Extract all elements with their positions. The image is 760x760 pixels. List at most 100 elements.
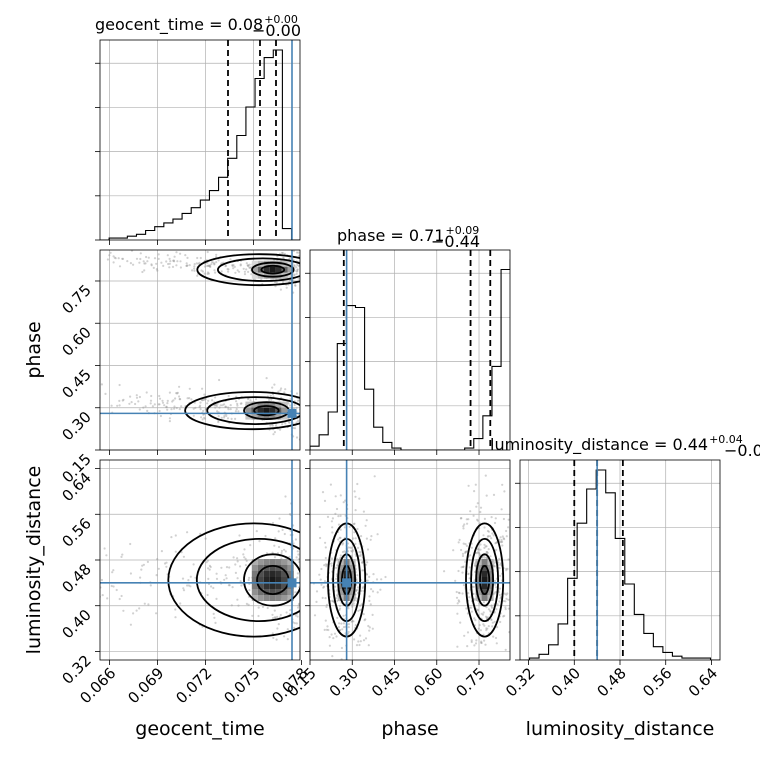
scatter-point <box>300 538 302 540</box>
scatter-point <box>86 260 88 262</box>
scatter-point <box>338 511 340 513</box>
scatter-point <box>315 612 317 614</box>
scatter-point <box>499 536 502 539</box>
density-cell <box>337 589 344 595</box>
scatter-point <box>165 561 168 564</box>
scatter-point <box>293 264 296 267</box>
scatter-point <box>306 278 308 280</box>
scatter-point <box>165 260 168 263</box>
scatter-point <box>284 495 287 498</box>
scatter-point <box>483 624 486 627</box>
scatter-point <box>476 518 479 521</box>
scatter-point <box>261 605 265 609</box>
density-cell <box>257 595 264 601</box>
scatter-point <box>213 262 216 265</box>
scatter-point <box>302 262 304 264</box>
scatter-point <box>347 630 350 634</box>
scatter-point <box>495 548 498 552</box>
scatter-point <box>456 612 459 615</box>
scatter-point <box>355 580 358 583</box>
scatter-point <box>338 557 341 560</box>
truth-marker <box>287 578 297 588</box>
scatter-point <box>146 409 149 412</box>
scatter-point <box>316 412 318 414</box>
scatter-point <box>359 634 362 637</box>
scatter-point <box>489 555 492 558</box>
scatter-point <box>232 264 235 267</box>
scatter-point <box>350 620 353 623</box>
scatter-point <box>203 416 206 419</box>
scatter-point <box>455 590 458 594</box>
scatter-point <box>155 268 158 271</box>
scatter-point <box>368 599 371 603</box>
scatter-point <box>328 272 330 274</box>
scatter-point <box>126 260 129 263</box>
scatter-point <box>354 495 357 498</box>
scatter-point <box>268 398 271 401</box>
scatter-point <box>331 531 334 534</box>
scatter-point <box>460 517 463 520</box>
scatter-point <box>212 261 215 264</box>
density-cell <box>487 577 494 583</box>
scatter-point <box>271 521 275 525</box>
scatter-point <box>485 606 488 609</box>
scatter-point <box>467 518 470 521</box>
scatter-point <box>483 546 486 550</box>
scatter-point <box>279 613 282 617</box>
scatter-point <box>300 544 302 546</box>
scatter-point <box>361 586 364 590</box>
density-cell <box>281 571 288 577</box>
scatter-point <box>467 592 470 595</box>
scatter-point <box>208 264 211 268</box>
xtick-label-luminosity_distance: 0.40 <box>548 664 584 700</box>
scatter-point <box>231 586 234 589</box>
scatter-point <box>326 396 328 398</box>
scatter-point <box>370 407 372 409</box>
scatter-point <box>312 544 314 546</box>
scatter-point <box>348 702 350 704</box>
scatter-point <box>138 236 140 238</box>
scatter-point <box>517 621 519 623</box>
density-cell <box>281 595 288 601</box>
scatter-point <box>292 426 295 430</box>
density-cell <box>257 571 264 577</box>
scatter-point <box>367 624 370 628</box>
scatter-point <box>363 619 366 622</box>
scatter-point <box>228 584 231 587</box>
scatter-point <box>498 587 502 590</box>
scatter-point <box>353 522 356 525</box>
scatter-point <box>234 410 237 413</box>
scatter-point <box>360 535 363 538</box>
ylabel-phase: phase <box>23 321 45 378</box>
scatter-point <box>301 624 303 626</box>
scatter-point <box>296 268 299 271</box>
scatter-point <box>240 402 243 405</box>
scatter-point <box>329 483 332 486</box>
scatter-point <box>351 605 354 608</box>
density-cell <box>281 559 288 565</box>
scatter-point <box>467 572 470 575</box>
scatter-point <box>476 608 480 611</box>
scatter-point <box>366 669 368 671</box>
scatter-point <box>295 251 299 254</box>
scatter-point <box>317 405 319 407</box>
scatter-point <box>54 392 56 394</box>
scatter-point <box>163 562 167 565</box>
scatter-point <box>297 419 300 423</box>
scatter-point <box>311 286 313 288</box>
scatter-point <box>129 572 132 575</box>
scatter-point <box>337 523 341 526</box>
scatter-point <box>342 501 345 504</box>
scatter-point <box>289 609 292 612</box>
scatter-point <box>511 561 513 563</box>
scatter-point <box>213 616 216 619</box>
scatter-point <box>132 612 135 615</box>
scatter-point <box>157 253 160 256</box>
scatter-point <box>215 253 218 256</box>
scatter-point <box>315 412 317 414</box>
scatter-point <box>83 594 85 596</box>
scatter-point <box>295 392 299 395</box>
scatter-point <box>304 280 306 282</box>
scatter-point <box>292 542 295 545</box>
scatter-point <box>347 607 350 610</box>
